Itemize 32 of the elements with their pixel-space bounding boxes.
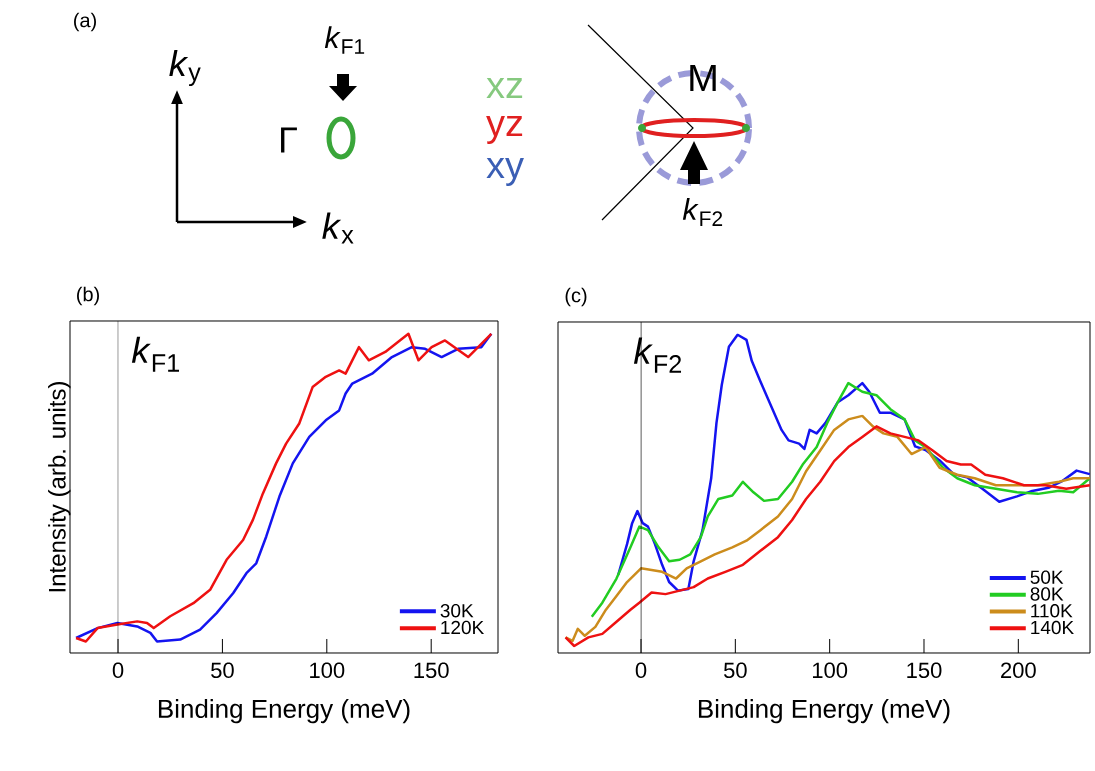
x-tick-label: 50 bbox=[723, 662, 747, 679]
text: Γ bbox=[281, 127, 297, 153]
x-tick-label: 50 bbox=[211, 662, 234, 679]
legend-label: 30K bbox=[440, 603, 474, 618]
x-tick-label: 0 bbox=[112, 662, 124, 679]
x-tick-label: 0 bbox=[635, 662, 647, 679]
text: xy bbox=[486, 158, 524, 186]
x-tick-label: 150 bbox=[907, 662, 942, 679]
text: k$_{y}$ bbox=[169, 49, 201, 87]
chart-title: (b) bbox=[77, 286, 99, 306]
text: M bbox=[690, 64, 716, 92]
annotation: k$_{F2}$ bbox=[633, 337, 682, 373]
text: k$_{x}$ bbox=[322, 212, 354, 244]
text: xz bbox=[486, 77, 523, 99]
legend-label: 50K bbox=[1030, 570, 1064, 584]
legend-label: 110K bbox=[1031, 604, 1073, 618]
x-axis-title: Binding Energy (meV) bbox=[158, 698, 410, 724]
x-tick-label: 100 bbox=[310, 662, 345, 679]
legend-label: 80K bbox=[1030, 587, 1064, 601]
x-tick-label: 100 bbox=[812, 662, 848, 679]
text: (a) bbox=[74, 12, 96, 32]
legend-label: 140K bbox=[1031, 620, 1074, 635]
x-tick-label: 200 bbox=[1001, 662, 1036, 679]
y-axis-title: Intensity (arb. units) bbox=[48, 382, 71, 592]
text: k$_{F1}$ bbox=[324, 26, 365, 54]
x-axis-title: Binding Energy (meV) bbox=[698, 698, 950, 724]
text: k$_{F2}$ bbox=[682, 198, 723, 226]
text: yz bbox=[486, 116, 523, 144]
legend-label: 120K bbox=[441, 620, 485, 635]
chart-title: (c) bbox=[565, 287, 587, 307]
x-tick-label: 150 bbox=[414, 662, 449, 679]
annotation: k$_{F1}$ bbox=[131, 336, 180, 372]
